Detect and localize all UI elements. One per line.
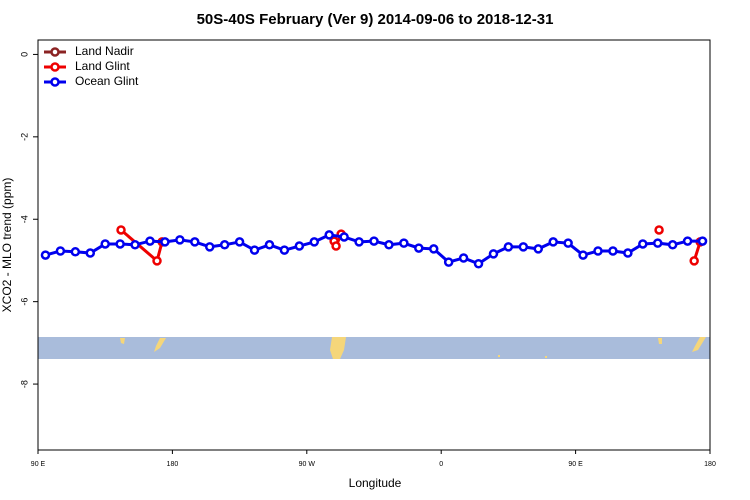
- data-point: [100, 239, 110, 249]
- legend-marker: [50, 47, 60, 57]
- data-point: [399, 238, 409, 248]
- data-point: [85, 248, 96, 258]
- data-point: [369, 236, 379, 246]
- data-point: [331, 241, 341, 251]
- data-point: [548, 237, 558, 247]
- y-tick-label: -2: [19, 133, 29, 141]
- data-point: [324, 230, 334, 240]
- legend-marker: [50, 77, 60, 87]
- data-point: [533, 244, 544, 254]
- data-point: [682, 236, 693, 246]
- plot-frame: [37, 39, 711, 451]
- data-point: [339, 232, 349, 242]
- data-point: [55, 246, 66, 256]
- data-point: [249, 245, 260, 255]
- data-point: [563, 238, 573, 248]
- map-strip: [38, 337, 710, 359]
- data-point: [473, 258, 484, 269]
- data-point: [458, 253, 469, 263]
- data-point: [654, 225, 664, 235]
- data-point: [689, 256, 699, 266]
- legend-marker: [50, 62, 60, 72]
- legend-label: Ocean Glint: [75, 74, 139, 88]
- x-axis-label: Longitude: [349, 476, 402, 490]
- data-point: [578, 250, 588, 260]
- data-point: [503, 242, 514, 252]
- y-axis-label: XCO2 - MLO trend (ppm): [0, 178, 14, 313]
- data-point: [697, 236, 708, 246]
- data-point: [354, 237, 364, 247]
- data-point: [652, 238, 663, 248]
- data-point: [160, 237, 170, 247]
- data-point: [384, 240, 394, 250]
- data-point: [309, 237, 320, 247]
- data-point: [264, 240, 275, 250]
- y-tick-label: -8: [19, 380, 29, 388]
- data-point: [130, 240, 140, 250]
- data-point: [443, 257, 454, 267]
- legend-label: Land Nadir: [75, 44, 134, 58]
- x-tick-label: 180: [704, 461, 716, 468]
- y-tick-label: -6: [19, 298, 29, 306]
- data-point: [294, 241, 305, 251]
- data-point: [70, 247, 81, 257]
- data-point: [115, 239, 125, 249]
- chart-title: 50S-40S February (Ver 9) 2014-09-06 to 2…: [197, 11, 554, 28]
- data-point: [190, 237, 200, 247]
- y-tick-label: -4: [19, 215, 29, 223]
- data-point: [667, 240, 678, 250]
- x-tick-label: 90 E: [568, 461, 583, 468]
- x-tick-label: 90 W: [299, 461, 316, 468]
- data-point: [623, 248, 633, 258]
- data-point: [428, 244, 439, 254]
- data-point: [279, 245, 290, 255]
- y-tick-label: 0: [19, 52, 29, 57]
- legend-label: Land Glint: [75, 59, 130, 73]
- data-point: [145, 236, 155, 246]
- data-point: [593, 246, 603, 256]
- data-point: [234, 237, 245, 247]
- data-point: [518, 242, 529, 252]
- x-tick-label: 180: [167, 461, 179, 468]
- data-point: [608, 246, 618, 256]
- data-point: [414, 243, 424, 253]
- data-point: [40, 250, 51, 260]
- data-point: [638, 239, 648, 249]
- x-tick-label: 0: [439, 461, 443, 468]
- data-point: [116, 225, 126, 235]
- data-point: [488, 249, 499, 259]
- data-point: [175, 235, 185, 245]
- x-tick-label: 90 E: [31, 461, 46, 468]
- data-point: [152, 256, 162, 266]
- data-point: [219, 240, 230, 250]
- data-point: [204, 242, 215, 252]
